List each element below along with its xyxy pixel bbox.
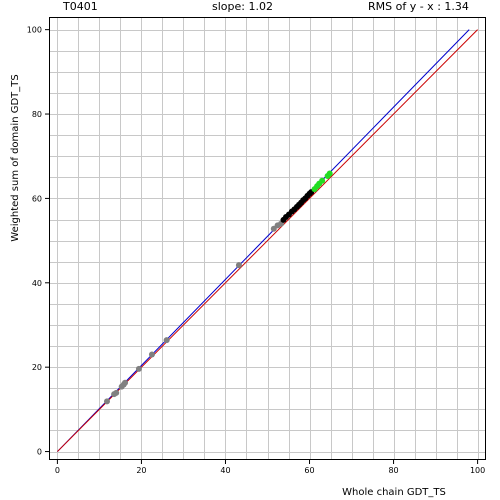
x-tick-label: 40 [220,466,230,475]
axis-ticks: 0 20 40 60 80 100 0 20 40 60 80 100 [27,26,486,475]
data-point [103,398,110,405]
data-point [113,389,120,396]
x-tick-label: 60 [304,466,314,475]
plot-frame [49,17,486,460]
y-tick-label: 80 [32,110,42,119]
data-point [148,351,155,358]
y-tick-label: 20 [32,363,42,372]
x-axis-label: Whole chain GDT_TS [342,487,446,498]
x-tick-label: 80 [388,466,398,475]
target-id-label: T0401 [63,0,98,13]
data-point [135,365,142,372]
y-tick-label: 0 [37,448,42,457]
rms-label: RMS of y - x : 1.34 [368,0,469,13]
data-points [103,170,333,405]
data-point [235,262,242,269]
x-tick-label: 0 [55,466,60,475]
data-point [122,379,129,386]
x-tick-label: 20 [136,466,146,475]
data-point [326,170,333,177]
x-tick-label: 100 [470,466,485,475]
y-tick-label: 100 [27,26,42,35]
grid [49,17,486,460]
y-tick-label: 60 [32,194,42,203]
data-point [319,177,326,184]
y-axis-label: Weighted sum of domain GDT_TS [10,74,21,241]
data-point [163,337,170,344]
y-tick-label: 40 [32,279,42,288]
slope-label: slope: 1.02 [212,0,273,13]
